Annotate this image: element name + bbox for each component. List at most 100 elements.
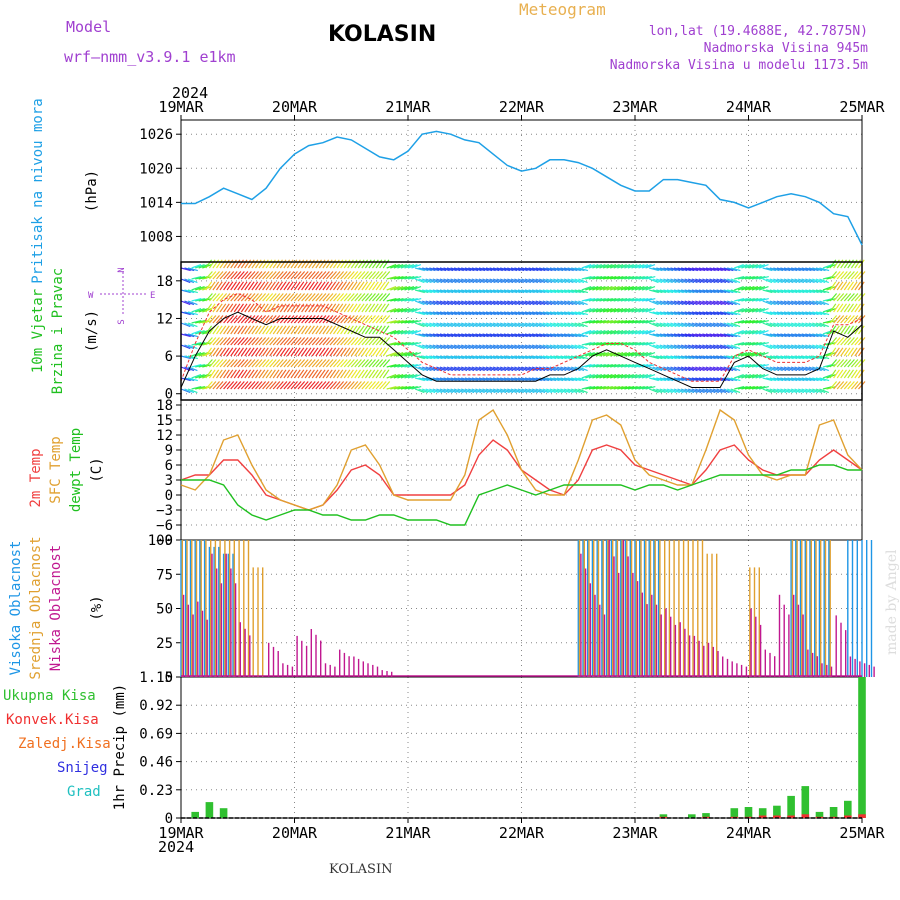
- wind-arrow: [418, 300, 429, 306]
- wind-arrow: [301, 281, 308, 291]
- wind-arrow: [631, 330, 642, 335]
- wind-arrow: [212, 293, 220, 302]
- wind-arrow: [535, 322, 546, 328]
- wind-arrow: [553, 322, 564, 328]
- wind-arrow: [680, 388, 691, 394]
- wind-arrow: [567, 355, 578, 360]
- wind-arrow: [464, 377, 475, 382]
- wind-arrow: [666, 289, 677, 294]
- wind-arrow: [673, 278, 684, 284]
- wind-arrow: [599, 374, 610, 379]
- wind-arrow: [542, 311, 553, 316]
- wind-arrow: [702, 311, 713, 316]
- wind-arrow: [538, 300, 549, 306]
- wind-arrow: [801, 300, 812, 306]
- wind-arrow: [563, 311, 574, 316]
- wind-arrow: [308, 315, 316, 324]
- wind-arrow: [578, 311, 589, 316]
- wind-arrow: [606, 276, 617, 280]
- wind-arrow: [350, 369, 358, 379]
- wind-arrow: [393, 342, 404, 346]
- wind-arrow: [294, 359, 302, 368]
- wind-arrow: [531, 388, 542, 394]
- temperature-y-tick-label: −9: [156, 533, 173, 549]
- wind-arrow: [712, 322, 723, 328]
- wind-arrow: [429, 289, 440, 294]
- wind-arrow: [276, 325, 283, 335]
- wind-arrow: [283, 359, 291, 368]
- wind-arrow: [251, 259, 259, 269]
- wind-arrow: [840, 259, 847, 269]
- wind-arrow: [297, 259, 305, 269]
- wind-arrow: [386, 352, 397, 357]
- wind-arrow: [776, 300, 787, 306]
- wind-arrow: [723, 322, 734, 328]
- wind-arrow: [560, 300, 571, 306]
- wind-arrow: [517, 289, 528, 294]
- wind-arrow: [850, 271, 859, 280]
- wind-arrow: [471, 388, 482, 394]
- wind-arrow: [347, 347, 354, 357]
- wind-arrow: [645, 286, 656, 291]
- wind-arrow: [787, 278, 798, 284]
- wind-arrow: [634, 298, 645, 302]
- wind-arrow: [539, 311, 550, 316]
- wind-arrow: [226, 347, 234, 357]
- wind-arrow: [432, 355, 443, 360]
- wind-arrow: [723, 289, 734, 294]
- wind-arrow: [216, 315, 224, 324]
- wind-arrow: [719, 267, 730, 272]
- wind-arrow: [592, 264, 603, 269]
- wind-arrow: [645, 308, 656, 313]
- wind-arrow: [283, 337, 291, 346]
- wind-arrow: [315, 347, 322, 357]
- wind-arrow: [613, 330, 624, 335]
- wind-arrow: [805, 333, 816, 338]
- wind-arrow: [805, 300, 815, 306]
- wind-arrow: [187, 388, 198, 394]
- wind-arrow: [645, 298, 656, 302]
- wind-arrow: [318, 347, 326, 357]
- wind-arrow: [361, 359, 369, 368]
- wind-arrow: [251, 347, 259, 357]
- wind-arrow: [489, 366, 500, 372]
- wind-arrow: [485, 388, 496, 394]
- wind-arrow: [574, 311, 585, 316]
- wind-arrow: [798, 267, 808, 272]
- wind-arrow: [276, 303, 283, 313]
- wind-arrow: [578, 388, 588, 394]
- wind-arrow: [542, 300, 553, 306]
- wind-arrow: [599, 276, 610, 280]
- wind-arrow: [847, 293, 855, 302]
- temperature-y-tick-label: 9: [165, 443, 173, 459]
- wind-arrow: [468, 366, 478, 372]
- wind-arrow: [595, 308, 606, 313]
- wind-arrow: [311, 325, 319, 335]
- precipitation-y-tick-label: 0.92: [139, 698, 173, 714]
- wind-arrow: [805, 311, 816, 316]
- wind-arrow: [574, 267, 585, 272]
- wind-arrow: [755, 298, 766, 302]
- wind-arrow: [528, 355, 539, 360]
- wind-arrow: [237, 337, 245, 346]
- wind-arrow: [422, 289, 432, 294]
- wind-arrow: [602, 308, 613, 313]
- wind-arrow: [436, 366, 446, 372]
- wind-arrow: [361, 293, 369, 302]
- wind-arrow: [191, 308, 202, 313]
- pressure-y-tick-label: 1008: [139, 229, 173, 245]
- wind-arrow: [762, 388, 773, 394]
- wind-arrow: [514, 267, 525, 272]
- wind-arrow: [581, 320, 592, 324]
- wind-arrow: [446, 311, 457, 316]
- wind-arrow: [531, 377, 542, 382]
- wind-arrow: [503, 366, 514, 372]
- wind-arrow: [571, 311, 581, 316]
- wind-arrow: [843, 303, 851, 313]
- wind-arrow: [223, 325, 230, 335]
- wind-arrow: [226, 293, 235, 302]
- pressure-unit: (hPa): [84, 170, 100, 212]
- wind-arrow: [290, 359, 298, 368]
- wind-arrow: [659, 322, 670, 328]
- wind-arrow: [702, 333, 713, 338]
